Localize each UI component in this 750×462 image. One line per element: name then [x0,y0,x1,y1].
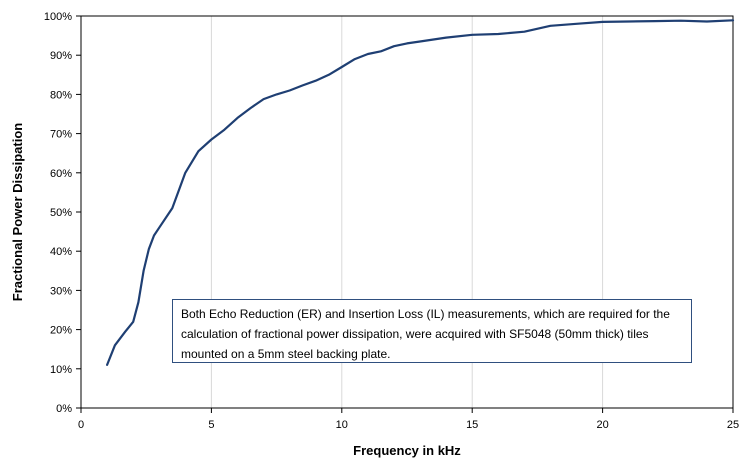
y-tick-label: 90% [50,50,72,62]
y-tick-label: 0% [56,403,72,415]
x-tick-label: 15 [466,419,478,431]
y-tick-label: 40% [50,246,72,258]
y-tick-label: 60% [50,168,72,180]
annotation-box: Both Echo Reduction (ER) and Insertion L… [172,299,692,363]
y-tick-label: 20% [50,325,72,337]
x-tick-label: 20 [596,419,608,431]
y-tick-label: 70% [50,129,72,141]
x-tick-label: 5 [208,419,214,431]
x-tick-label: 0 [78,419,84,431]
y-tick-label: 10% [50,364,72,376]
y-tick-label: 100% [44,11,72,23]
x-tick-label: 10 [336,419,348,431]
y-tick-label: 50% [50,207,72,219]
y-axis-title: Fractional Power Dissipation [10,123,25,301]
x-tick-label: 25 [727,419,739,431]
x-axis-title: Frequency in kHz [353,443,461,458]
series-line [106,19,735,366]
y-tick-label: 30% [50,285,72,297]
y-tick-label: 80% [50,89,72,101]
axis-ticks: 0 5 10 15 20 25 0% 10% 20% 30% 40% 50% 60% 70% 80% 90% 1… [44,11,739,431]
